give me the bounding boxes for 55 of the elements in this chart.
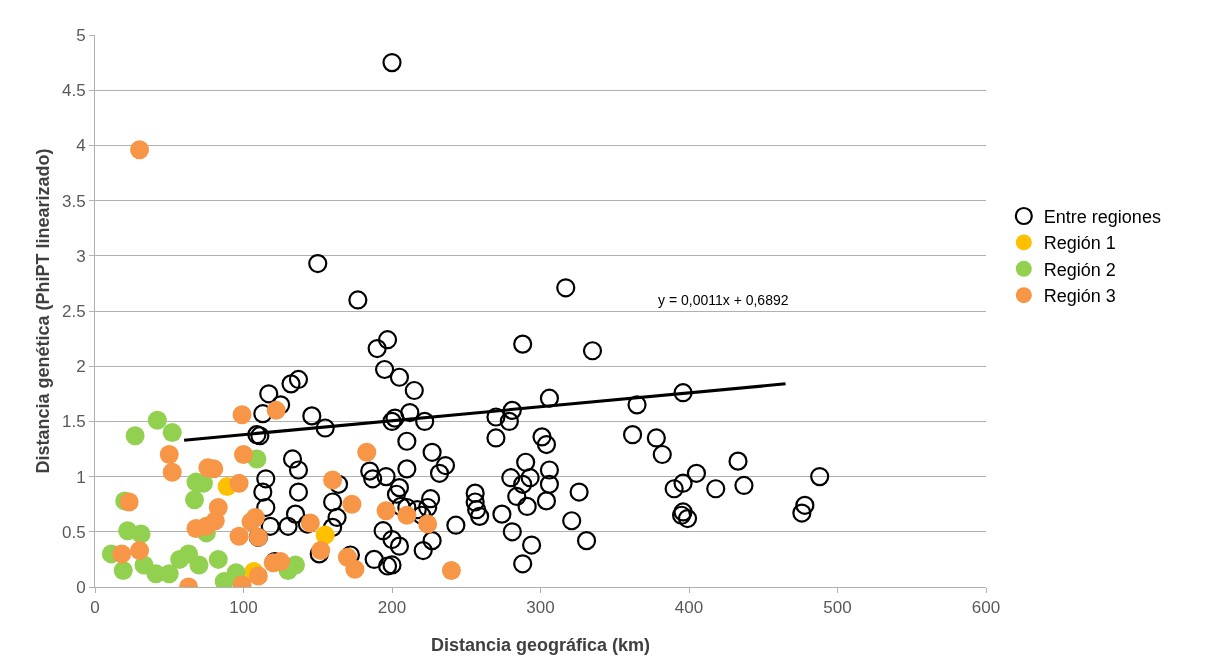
x-tick-label: 100	[229, 598, 258, 618]
y-tick-label: 0	[76, 577, 86, 597]
point	[232, 405, 252, 425]
point	[185, 490, 204, 510]
point	[147, 410, 167, 430]
y-tick-label: 4	[76, 136, 86, 156]
point	[159, 445, 179, 465]
y-tick-label: 3	[76, 246, 86, 266]
y-tick-label: 1.5	[61, 412, 86, 432]
y-tick-label: 3.5	[61, 191, 86, 211]
y-tick-label: 4.5	[61, 81, 86, 101]
point	[234, 445, 253, 465]
y-tick-label: 5	[76, 25, 86, 45]
point	[229, 526, 249, 546]
point	[162, 462, 182, 482]
point	[357, 442, 377, 462]
x-tick-label: 0	[90, 598, 100, 618]
point	[342, 494, 362, 514]
point	[441, 560, 461, 580]
point	[130, 541, 150, 561]
point	[266, 400, 286, 420]
y-tick-label: 2	[76, 357, 86, 377]
y-tick-label: 1	[76, 467, 86, 487]
point	[131, 524, 151, 544]
x-tick-label: 400	[674, 598, 704, 618]
x-tick-label: 600	[971, 598, 1001, 618]
point	[130, 140, 150, 160]
legend-label: Entre regiones	[1043, 207, 1161, 228]
x-tick-label: 500	[823, 598, 852, 618]
point	[245, 507, 265, 527]
point	[112, 544, 132, 564]
x-axis-title: Distancia geográfica (km)	[430, 635, 651, 655]
point	[315, 525, 335, 545]
point	[113, 560, 133, 580]
point	[162, 422, 182, 442]
point	[159, 564, 179, 584]
point	[205, 511, 225, 531]
y-tick-label: 2.5	[61, 301, 86, 321]
point	[323, 470, 343, 490]
x-tick-label: 300	[526, 598, 555, 618]
point	[208, 549, 228, 569]
point	[376, 501, 396, 521]
legend-label: Región 1	[1043, 233, 1116, 254]
point	[189, 555, 209, 575]
y-axis-title: Distancia genética (PhiPT linearizado)	[33, 148, 53, 474]
point	[418, 514, 438, 534]
point	[345, 559, 365, 579]
point	[397, 505, 417, 525]
legend-label: Región 3	[1043, 286, 1116, 307]
annotation: y = 0,0011x + 0,6892	[658, 292, 789, 308]
point	[125, 426, 145, 446]
x-tick-label: 200	[377, 598, 407, 618]
legend-label: Región 2	[1043, 259, 1116, 280]
point	[229, 473, 249, 493]
y-tick-label: 0.5	[61, 522, 86, 542]
